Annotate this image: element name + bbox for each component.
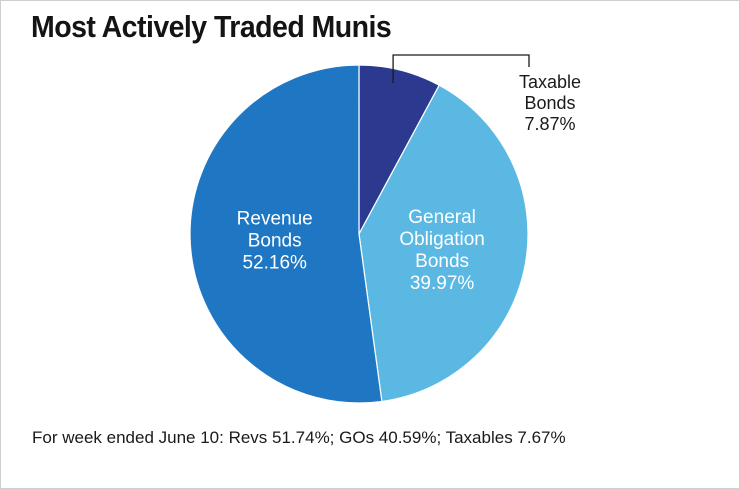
pie-label-revenue-bonds: Revenue Bonds 52.16% xyxy=(237,209,313,274)
chart-footnote: For week ended June 10: Revs 51.74%; GOs… xyxy=(32,428,566,447)
pie-label-line: Revenue xyxy=(237,209,313,230)
pie-label-line: Taxable xyxy=(519,72,581,92)
pie-label-line: Obligation xyxy=(399,229,485,250)
pie-slice-general-obligation-bonds xyxy=(358,84,529,403)
callout-leader-taxable-bonds xyxy=(392,54,530,84)
pie-label-taxable-bonds: Taxable Bonds 7.87% xyxy=(519,72,581,134)
pie-value-label: 39.97% xyxy=(410,273,475,294)
pie-label-general-obligation-bonds: General Obligation Bonds 39.97% xyxy=(399,207,485,294)
chart-title: Most Actively Traded Munis xyxy=(31,9,392,44)
pie-label-line: Bonds xyxy=(524,93,575,113)
pie-label-line: General xyxy=(408,207,476,228)
pie-value-label: 52.16% xyxy=(242,253,307,274)
pie-label-line: Bonds xyxy=(248,231,302,252)
pie-slice-revenue-bonds xyxy=(189,64,383,404)
pie-value-label: 7.87% xyxy=(524,114,575,134)
pie-label-line: Bonds xyxy=(415,251,469,272)
